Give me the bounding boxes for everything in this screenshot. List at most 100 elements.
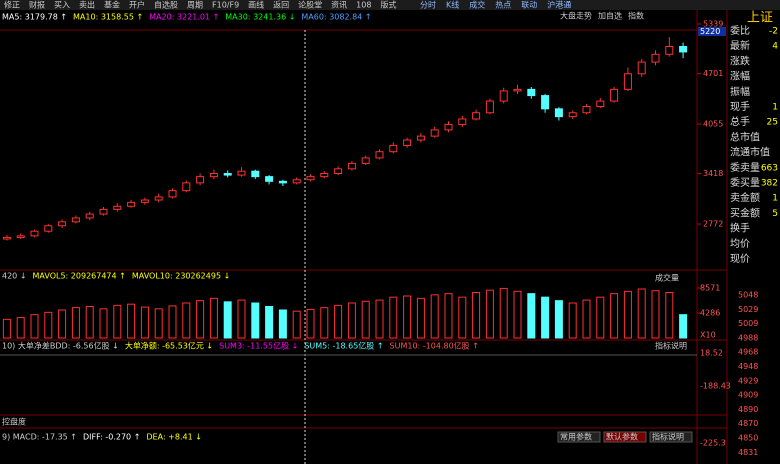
volume-bar bbox=[16, 317, 25, 339]
y-tick-label: 4701 bbox=[703, 69, 723, 78]
volume-bar bbox=[499, 287, 508, 339]
bdd-legend: 10) 大单净差BDD: -6.56亿股 ↓ bbox=[2, 341, 119, 351]
toolbar-item[interactable]: 财报 bbox=[29, 0, 45, 10]
toolbar-item[interactable]: 开户 bbox=[129, 0, 145, 10]
volume-bar bbox=[182, 302, 191, 339]
candle-body bbox=[58, 221, 67, 227]
macd-tick: -225.3 bbox=[700, 439, 726, 448]
y-tick-label: 2772 bbox=[703, 220, 723, 229]
volume-bar bbox=[458, 296, 467, 339]
toolbar-item[interactable]: 画线 bbox=[248, 0, 264, 10]
toolbar-item[interactable]: 论股堂 bbox=[298, 0, 322, 10]
volume-bar bbox=[582, 299, 591, 339]
order-book-price: 4831 bbox=[738, 448, 758, 457]
side-value: 1 bbox=[772, 194, 778, 204]
macd-button[interactable]: 常用参数 bbox=[560, 432, 592, 442]
volume-bar bbox=[651, 290, 660, 339]
volume-bar bbox=[85, 306, 94, 339]
volume-bar bbox=[223, 301, 232, 339]
bdd-button[interactable]: 指标说明 bbox=[655, 341, 687, 351]
bdd-legend: 大单净额: -65.53亿元 ↓ bbox=[125, 341, 213, 351]
toolbar-tab[interactable]: K线 bbox=[446, 0, 459, 10]
order-book-price: 4948 bbox=[738, 362, 758, 371]
toolbar-item[interactable]: 修正 bbox=[4, 0, 20, 10]
candle-body bbox=[16, 235, 25, 238]
candle-body bbox=[168, 190, 177, 198]
volume-bar bbox=[568, 302, 577, 339]
toolbar-item[interactable]: 版式 bbox=[380, 0, 396, 10]
candle-body bbox=[623, 73, 632, 90]
volume-bar bbox=[444, 293, 453, 339]
period-item[interactable]: 大盘走势 bbox=[560, 11, 592, 21]
candle-body bbox=[278, 180, 287, 184]
candle-body bbox=[582, 106, 591, 114]
candle-body bbox=[665, 45, 674, 55]
volume-bar bbox=[375, 299, 384, 339]
side-label: 委比 bbox=[730, 24, 750, 37]
toolbar-item[interactable]: F10/F9 bbox=[212, 1, 239, 10]
macd-button[interactable]: 默认参数 bbox=[606, 432, 638, 442]
candle-body bbox=[99, 208, 108, 215]
order-book-price: 5048 bbox=[738, 291, 758, 300]
toolbar-item[interactable]: 周期 bbox=[187, 1, 203, 10]
bdd-legend: SUM5: -18.65亿股 ↑ bbox=[304, 341, 383, 351]
candle-body bbox=[527, 88, 536, 97]
candle-body bbox=[610, 88, 619, 102]
candle-body bbox=[361, 157, 370, 164]
side-value: 25 bbox=[767, 118, 778, 128]
order-book-price: 4909 bbox=[738, 391, 758, 400]
macd-button-bg bbox=[603, 431, 647, 443]
side-value: 663 bbox=[761, 163, 778, 173]
volume-bar bbox=[665, 292, 674, 339]
candle-body bbox=[320, 173, 329, 178]
toolbar-item[interactable]: 自选股 bbox=[154, 0, 178, 10]
period-item[interactable]: 指数 bbox=[628, 11, 644, 21]
toolbar-bg bbox=[0, 0, 780, 10]
toolbar-item[interactable]: 108 bbox=[356, 1, 371, 10]
volume-legend: MAVOL10: 230262495 ↓ bbox=[132, 272, 230, 281]
volume-bar bbox=[485, 289, 494, 339]
candle-body bbox=[251, 170, 260, 178]
order-book-price: 4890 bbox=[738, 405, 758, 414]
order-book-price: 4968 bbox=[738, 348, 758, 357]
side-label: 流通市值 bbox=[730, 146, 770, 159]
tab-label[interactable]: 控盘度 bbox=[2, 417, 26, 427]
volume-bar bbox=[71, 307, 80, 339]
volume-button[interactable]: 成交量 bbox=[655, 273, 679, 283]
candle-body bbox=[416, 135, 425, 141]
toolbar-item[interactable]: 基金 bbox=[104, 0, 120, 10]
candle-body bbox=[209, 173, 218, 178]
volume-bar bbox=[168, 305, 177, 339]
volume-bar bbox=[513, 290, 522, 339]
toolbar-tab[interactable]: 热点 bbox=[495, 0, 511, 10]
toolbar-item[interactable]: 买入 bbox=[54, 1, 70, 10]
side-label: 换手 bbox=[730, 222, 750, 235]
toolbar-item[interactable]: 卖出 bbox=[79, 0, 95, 10]
side-label: 总市值 bbox=[730, 130, 760, 143]
volume-unit: X10 bbox=[700, 331, 716, 340]
toolbar-tab[interactable]: 沪港通 bbox=[547, 0, 571, 10]
volume-bar bbox=[403, 295, 412, 339]
toolbar-tab[interactable]: 成交 bbox=[469, 0, 485, 10]
candle-body bbox=[154, 196, 163, 201]
order-book-price: 5029 bbox=[738, 305, 758, 314]
toolbar-tab[interactable]: 联动 bbox=[521, 0, 537, 10]
side-label: 买金额 bbox=[730, 206, 760, 219]
volume-legend: MAVOL5: 209267474 ↑ bbox=[33, 272, 126, 281]
toolbar-tab[interactable]: 分时 bbox=[420, 0, 436, 10]
side-value: 4 bbox=[772, 42, 778, 52]
toolbar-item[interactable]: 资讯 bbox=[331, 0, 347, 10]
order-book-price: 4870 bbox=[738, 419, 758, 428]
candle-body bbox=[2, 236, 11, 240]
volume-bar bbox=[623, 290, 632, 339]
volume-bar bbox=[2, 318, 11, 339]
volume-bar bbox=[527, 293, 536, 339]
period-item[interactable]: 加自选 bbox=[598, 11, 622, 21]
volume-bar bbox=[292, 310, 301, 339]
y-tick-label: 4286 bbox=[700, 308, 720, 317]
macd-button[interactable]: 指标说明 bbox=[652, 432, 684, 442]
volume-bar bbox=[347, 302, 356, 339]
toolbar-item[interactable]: 返回 bbox=[273, 1, 289, 10]
candle-body bbox=[140, 199, 149, 203]
ma-legend: MA60: 3082.84 ↑ bbox=[301, 13, 371, 22]
